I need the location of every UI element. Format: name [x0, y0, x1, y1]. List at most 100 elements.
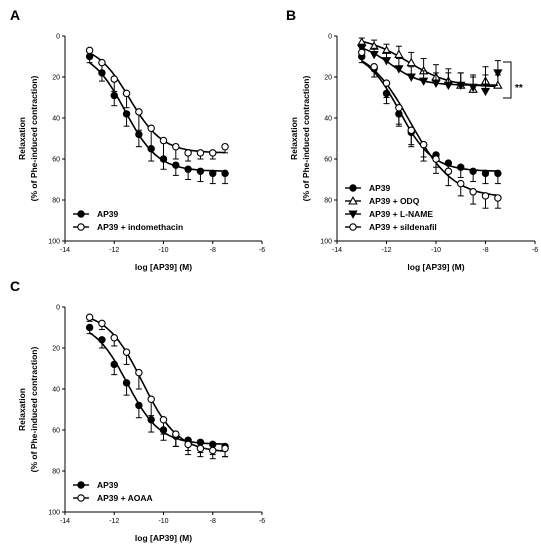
data-point — [221, 169, 229, 178]
data-point — [196, 167, 205, 176]
data-point — [419, 140, 428, 149]
data-point — [110, 333, 119, 342]
data-point — [122, 379, 131, 387]
legend-label: AP39 + sildenafil — [369, 222, 437, 232]
data-point — [407, 126, 415, 135]
legend-a: AP39 AP39 + indomethacin — [73, 209, 183, 232]
y-tick-label: 100 — [48, 239, 60, 246]
panel-letter-b: B — [286, 7, 296, 23]
y-axis-label-line1-b: Relaxation — [289, 117, 299, 160]
y-axis-label-line2-c: (% of Phe-induced contraction) — [29, 347, 39, 473]
significance-bracket-b: ** — [503, 61, 523, 99]
axes-c: 0 20 40 60 80 100-14 -12 -10 -8 -6 — [48, 305, 265, 526]
x-axis-label-c: log [AP39] (M) — [135, 533, 192, 543]
legend-marker — [77, 494, 85, 502]
legend-c: AP39 AP39 + AOAA — [73, 480, 153, 503]
data-point — [172, 142, 180, 151]
x-tick-label: -12 — [381, 247, 391, 254]
axes-a: 0 20 40 60 80 100-14 -12 -10 -8 -6 — [48, 34, 265, 255]
legend-label: AP39 — [97, 209, 119, 219]
panel-b: B 0 20 40 60 80 100-14 -12 -10 -8 -6 AP39 AP39 + O… — [286, 7, 538, 272]
data-point — [209, 446, 217, 455]
data-point — [147, 395, 155, 403]
data-point — [122, 110, 131, 118]
x-tick-label: -10 — [158, 518, 168, 525]
data-point — [135, 368, 143, 377]
fit-curve — [89, 317, 226, 452]
data-point — [196, 149, 205, 157]
y-tick-label: 20 — [52, 75, 60, 82]
series-filled-circle — [85, 323, 229, 458]
data-point — [370, 62, 378, 71]
y-axis-label-line1-c: Relaxation — [17, 388, 27, 431]
data-point — [494, 169, 502, 178]
panel-letter-c: C — [10, 278, 20, 294]
legend-label: AP39 + ODQ — [369, 196, 420, 206]
data-point — [406, 57, 416, 67]
data-point — [209, 169, 217, 178]
data-point — [172, 161, 180, 169]
data-point — [110, 75, 119, 83]
data-point — [159, 415, 168, 424]
data-point — [184, 149, 192, 157]
data-point — [456, 81, 466, 91]
legend-label: AP39 — [97, 480, 119, 490]
data-point — [147, 416, 155, 424]
x-tick-label: -10 — [158, 247, 168, 254]
series-filled-triangle-down — [357, 43, 503, 97]
data-point — [494, 194, 502, 202]
y-tick-label: 80 — [324, 198, 332, 205]
data-point — [184, 165, 192, 173]
x-axis-label-b: log [AP39] (M) — [407, 262, 464, 272]
data-point — [457, 163, 465, 171]
data-point — [480, 87, 491, 97]
data-point — [221, 444, 229, 453]
y-axis-label-line2-b: (% of Phe-induced contraction) — [301, 76, 311, 202]
series-open-circle — [85, 46, 229, 162]
data-point — [394, 49, 404, 59]
data-point — [493, 69, 503, 78]
data-point — [469, 167, 477, 176]
y-tick-label: 60 — [324, 157, 332, 164]
data-point — [469, 188, 477, 196]
significance-label: ** — [515, 83, 523, 94]
legend-b: AP39 AP39 + ODQ AP39 + L-NAME AP39 + silden… — [345, 183, 437, 232]
data-point — [122, 89, 131, 98]
data-point — [444, 159, 453, 167]
data-point — [221, 142, 229, 151]
data-point — [382, 79, 391, 87]
fit-curve — [89, 332, 226, 445]
fit-curve — [89, 62, 226, 172]
data-point — [110, 91, 118, 100]
data-point — [456, 179, 465, 188]
legend-marker — [349, 223, 357, 231]
data-point — [209, 149, 217, 157]
x-tick-label: -6 — [532, 247, 538, 254]
data-point — [432, 155, 440, 163]
data-point — [122, 348, 131, 356]
y-axis-label-line1-a: Relaxation — [17, 117, 27, 160]
data-point — [395, 104, 403, 112]
x-tick-label: -8 — [210, 518, 216, 525]
data-point — [468, 83, 478, 93]
y-tick-label: 100 — [48, 510, 60, 517]
data-point — [184, 440, 192, 449]
data-point — [443, 81, 454, 91]
y-tick-label: 0 — [56, 34, 60, 41]
x-tick-label: -14 — [60, 518, 70, 525]
data-point — [418, 77, 429, 86]
x-tick-label: -8 — [482, 247, 488, 254]
y-tick-label: 60 — [52, 428, 60, 435]
fit-curve — [89, 52, 226, 154]
plot-area-c — [85, 313, 229, 460]
data-point — [381, 57, 392, 66]
x-tick-label: -12 — [109, 247, 119, 254]
x-tick-label: -8 — [210, 247, 216, 254]
data-point — [98, 58, 106, 67]
x-tick-label: -6 — [259, 247, 265, 254]
legend-label: AP39 — [369, 183, 391, 193]
data-point — [135, 401, 143, 410]
data-point — [394, 65, 404, 74]
panel-letter-a: A — [10, 7, 20, 23]
plot-area-a — [85, 46, 229, 185]
